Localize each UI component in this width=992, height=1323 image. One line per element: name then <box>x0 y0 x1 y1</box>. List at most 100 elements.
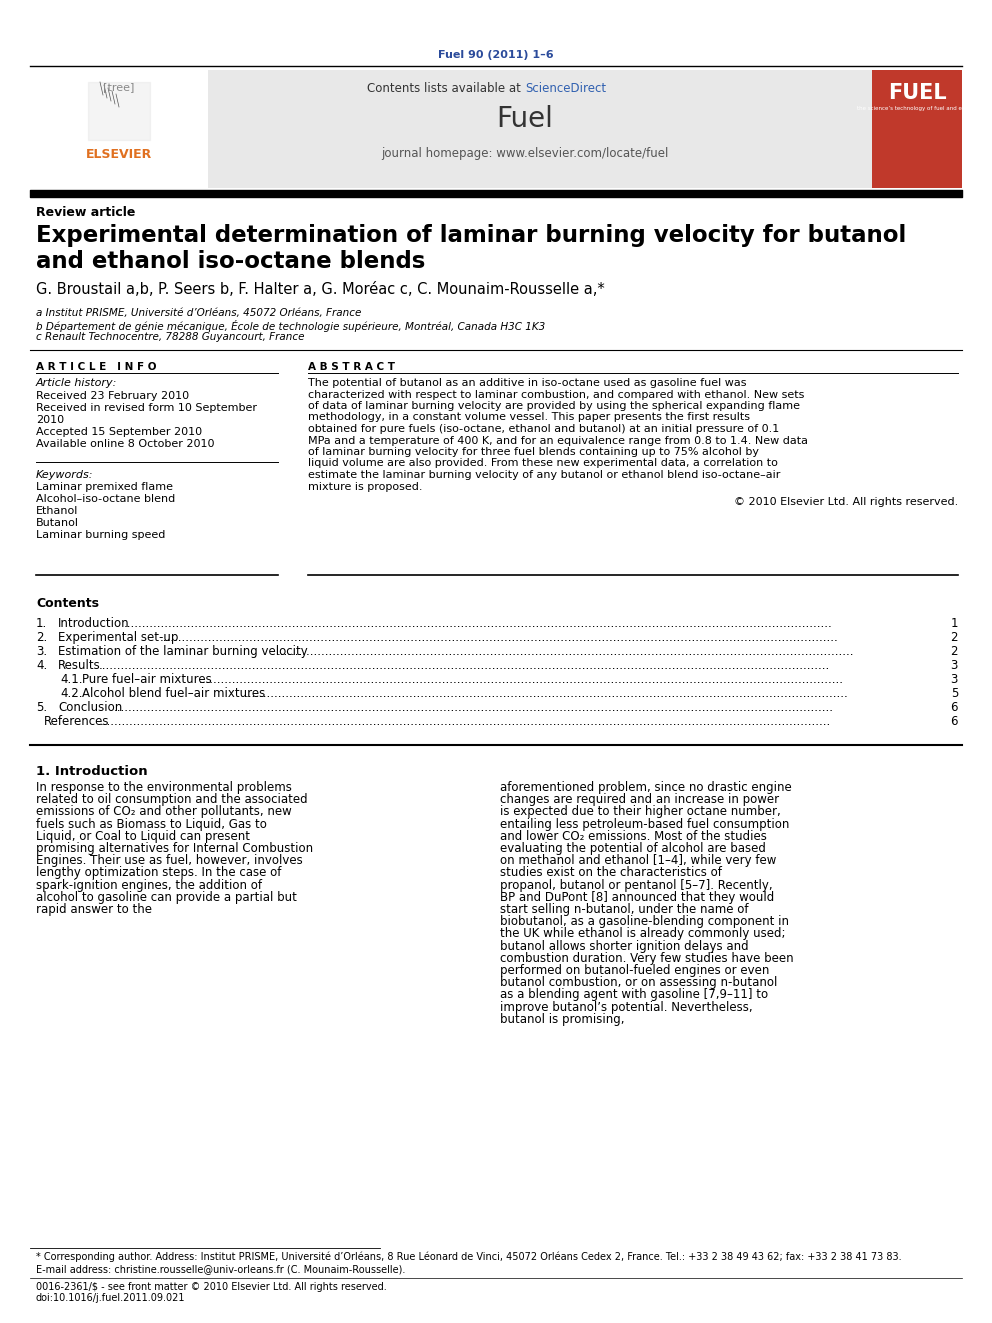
Text: as a blending agent with gasoline [7,9–11] to: as a blending agent with gasoline [7,9–1… <box>500 988 768 1002</box>
Text: Contents: Contents <box>36 597 99 610</box>
Text: 4.2.: 4.2. <box>60 687 82 700</box>
Text: Introduction: Introduction <box>58 617 130 630</box>
Text: spark-ignition engines, the addition of: spark-ignition engines, the addition of <box>36 878 262 892</box>
Text: ELSEVIER: ELSEVIER <box>86 148 152 161</box>
Text: of data of laminar burning velocity are provided by using the spherical expandin: of data of laminar burning velocity are … <box>308 401 800 411</box>
Text: 4.1.: 4.1. <box>60 673 82 687</box>
Text: fuels such as Biomass to Liquid, Gas to: fuels such as Biomass to Liquid, Gas to <box>36 818 267 831</box>
Text: 3: 3 <box>950 659 958 672</box>
Bar <box>30 70 208 188</box>
Text: on methanol and ethanol [1–4], while very few: on methanol and ethanol [1–4], while ver… <box>500 855 777 867</box>
Text: alcohol to gasoline can provide a partial but: alcohol to gasoline can provide a partia… <box>36 890 297 904</box>
Text: © 2010 Elsevier Ltd. All rights reserved.: © 2010 Elsevier Ltd. All rights reserved… <box>734 497 958 507</box>
Text: Article history:: Article history: <box>36 378 117 388</box>
Text: performed on butanol-fueled engines or even: performed on butanol-fueled engines or e… <box>500 964 770 976</box>
Text: Alcohol–iso-octane blend: Alcohol–iso-octane blend <box>36 493 176 504</box>
Text: 3.: 3. <box>36 646 48 658</box>
Text: 5.: 5. <box>36 701 48 714</box>
Text: butanol is promising,: butanol is promising, <box>500 1013 625 1025</box>
Text: Laminar premixed flame: Laminar premixed flame <box>36 482 173 492</box>
Text: Fuel 90 (2011) 1–6: Fuel 90 (2011) 1–6 <box>438 50 554 60</box>
Text: 6: 6 <box>950 714 958 728</box>
Text: biobutanol, as a gasoline-blending component in: biobutanol, as a gasoline-blending compo… <box>500 916 789 929</box>
Text: doi:10.1016/j.fuel.2011.09.021: doi:10.1016/j.fuel.2011.09.021 <box>36 1293 186 1303</box>
Text: Alcohol blend fuel–air mixtures: Alcohol blend fuel–air mixtures <box>82 687 265 700</box>
Text: a Institut PRISME, Université d’Orléans, 45072 Orléans, France: a Institut PRISME, Université d’Orléans,… <box>36 308 361 318</box>
Text: In response to the environmental problems: In response to the environmental problem… <box>36 781 292 794</box>
Text: Fuel: Fuel <box>497 105 554 134</box>
Text: estimate the laminar burning velocity of any butanol or ethanol blend iso-octane: estimate the laminar burning velocity of… <box>308 470 781 480</box>
Text: 1.: 1. <box>36 617 48 630</box>
Text: the UK while ethanol is already commonly used;: the UK while ethanol is already commonly… <box>500 927 786 941</box>
Text: 2: 2 <box>950 646 958 658</box>
Text: ................................................................................: ........................................… <box>160 631 838 644</box>
Text: Ethanol: Ethanol <box>36 505 78 516</box>
Text: References: References <box>44 714 109 728</box>
Text: Received 23 February 2010: Received 23 February 2010 <box>36 392 189 401</box>
Text: and lower CO₂ emissions. Most of the studies: and lower CO₂ emissions. Most of the stu… <box>500 830 767 843</box>
Bar <box>872 70 962 188</box>
Text: ................................................................................: ........................................… <box>124 617 833 630</box>
Text: 2.: 2. <box>36 631 48 644</box>
Text: [tree]: [tree] <box>103 82 135 93</box>
Text: improve butanol’s potential. Nevertheless,: improve butanol’s potential. Nevertheles… <box>500 1000 753 1013</box>
Text: 2010: 2010 <box>36 415 64 425</box>
Text: Engines. Their use as fuel, however, involves: Engines. Their use as fuel, however, inv… <box>36 855 303 867</box>
Text: start selling n-butanol, under the name of: start selling n-butanol, under the name … <box>500 904 749 916</box>
Text: rapid answer to the: rapid answer to the <box>36 904 152 916</box>
Text: Butanol: Butanol <box>36 519 79 528</box>
Text: Accepted 15 September 2010: Accepted 15 September 2010 <box>36 427 202 437</box>
Text: obtained for pure fuels (iso-octane, ethanol and butanol) at an initial pressure: obtained for pure fuels (iso-octane, eth… <box>308 423 780 434</box>
Text: 1. Introduction: 1. Introduction <box>36 765 148 778</box>
Text: lengthy optimization steps. In the case of: lengthy optimization steps. In the case … <box>36 867 282 880</box>
Text: Review article: Review article <box>36 206 135 220</box>
Text: of laminar burning velocity for three fuel blends containing up to 75% alcohol b: of laminar burning velocity for three fu… <box>308 447 759 456</box>
Text: liquid volume are also provided. From these new experimental data, a correlation: liquid volume are also provided. From th… <box>308 459 778 468</box>
Text: 1: 1 <box>950 617 958 630</box>
Text: ................................................................................: ........................................… <box>100 714 831 728</box>
Text: 4.: 4. <box>36 659 48 672</box>
Text: promising alternatives for Internal Combustion: promising alternatives for Internal Comb… <box>36 841 313 855</box>
Text: Contents lists available at: Contents lists available at <box>367 82 525 95</box>
Text: Pure fuel–air mixtures: Pure fuel–air mixtures <box>82 673 211 687</box>
Text: 3: 3 <box>950 673 958 687</box>
Text: Estimation of the laminar burning velocity: Estimation of the laminar burning veloci… <box>58 646 308 658</box>
Text: studies exist on the characteristics of: studies exist on the characteristics of <box>500 867 722 880</box>
Text: butanol allows shorter ignition delays and: butanol allows shorter ignition delays a… <box>500 939 749 953</box>
Text: Available online 8 October 2010: Available online 8 October 2010 <box>36 439 214 448</box>
Text: A B S T R A C T: A B S T R A C T <box>308 363 395 372</box>
Text: BP and DuPont [8] announced that they would: BP and DuPont [8] announced that they wo… <box>500 890 774 904</box>
Text: ................................................................................: ........................................… <box>114 701 834 714</box>
Text: emissions of CO₂ and other pollutants, new: emissions of CO₂ and other pollutants, n… <box>36 806 292 819</box>
Text: * Corresponding author. Address: Institut PRISME, Université d’Orléans, 8 Rue Lé: * Corresponding author. Address: Institu… <box>36 1252 902 1262</box>
Text: ................................................................................: ........................................… <box>199 673 844 687</box>
Text: c Renault Technocentre, 78288 Guyancourt, France: c Renault Technocentre, 78288 Guyancourt… <box>36 332 305 343</box>
Text: 6: 6 <box>950 701 958 714</box>
Text: combustion duration. Very few studies have been: combustion duration. Very few studies ha… <box>500 951 794 964</box>
Text: FUEL: FUEL <box>888 83 946 103</box>
Text: The potential of butanol as an additive in iso-octane used as gasoline fuel was: The potential of butanol as an additive … <box>308 378 747 388</box>
Text: ................................................................................: ........................................… <box>245 687 849 700</box>
Text: mixture is proposed.: mixture is proposed. <box>308 482 423 492</box>
Text: related to oil consumption and the associated: related to oil consumption and the assoc… <box>36 794 308 806</box>
Text: evaluating the potential of alcohol are based: evaluating the potential of alcohol are … <box>500 841 766 855</box>
Text: ................................................................................: ........................................… <box>277 646 855 658</box>
Text: 0016-2361/$ - see front matter © 2010 Elsevier Ltd. All rights reserved.: 0016-2361/$ - see front matter © 2010 El… <box>36 1282 387 1293</box>
Text: ................................................................................: ........................................… <box>98 659 830 672</box>
Text: G. Broustail a,b, P. Seers b, F. Halter a, G. Moréac c, C. Mounaim-Rousselle a,*: G. Broustail a,b, P. Seers b, F. Halter … <box>36 282 605 296</box>
Text: Conclusion: Conclusion <box>58 701 122 714</box>
Text: ScienceDirect: ScienceDirect <box>525 82 606 95</box>
Text: aforementioned problem, since no drastic engine: aforementioned problem, since no drastic… <box>500 781 792 794</box>
Text: and ethanol iso-octane blends: and ethanol iso-octane blends <box>36 250 426 273</box>
Text: 2: 2 <box>950 631 958 644</box>
Text: propanol, butanol or pentanol [5–7]. Recently,: propanol, butanol or pentanol [5–7]. Rec… <box>500 878 773 892</box>
Text: MPa and a temperature of 400 K, and for an equivalence range from 0.8 to 1.4. Ne: MPa and a temperature of 400 K, and for … <box>308 435 808 446</box>
Text: changes are required and an increase in power: changes are required and an increase in … <box>500 794 779 806</box>
Bar <box>30 70 962 188</box>
Text: journal homepage: www.elsevier.com/locate/fuel: journal homepage: www.elsevier.com/locat… <box>381 147 669 160</box>
Text: butanol combustion, or on assessing n-butanol: butanol combustion, or on assessing n-bu… <box>500 976 778 990</box>
Text: is expected due to their higher octane number,: is expected due to their higher octane n… <box>500 806 781 819</box>
Text: the science’s technology of fuel and energy: the science’s technology of fuel and ene… <box>857 106 977 111</box>
Text: Liquid, or Coal to Liquid can present: Liquid, or Coal to Liquid can present <box>36 830 250 843</box>
Text: Experimental set-up: Experimental set-up <box>58 631 179 644</box>
